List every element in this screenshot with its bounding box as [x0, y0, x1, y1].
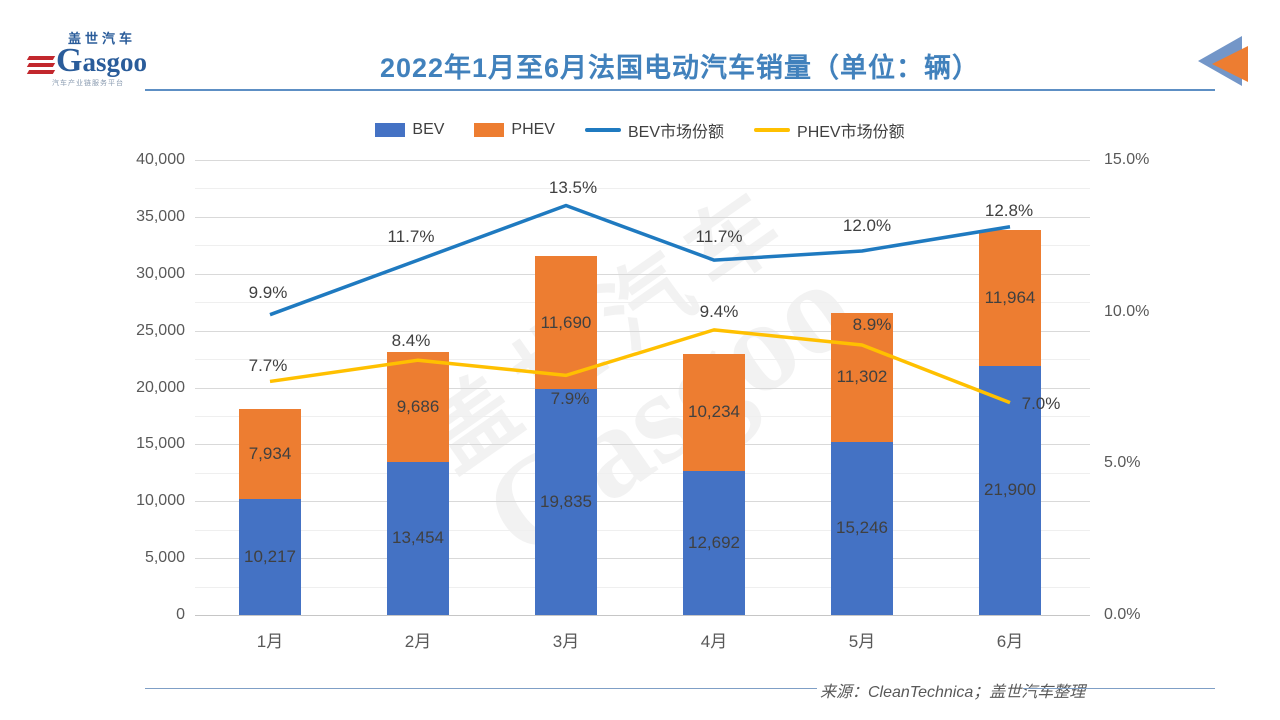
bar-value-bev: 10,217 [244, 546, 296, 566]
gridline-minor [195, 188, 1090, 190]
y-axis-tick-left: 25,000 [136, 321, 185, 339]
legend-label: PHEV [511, 121, 555, 138]
phev-share-label: 9.4% [699, 301, 739, 321]
legend-label: BEV市场份额 [627, 124, 725, 141]
legend-label: BEV [412, 121, 445, 138]
legend-label: PHEV市场份额 [797, 124, 905, 141]
gasgoo-logo-chinese: 盖世汽车 [68, 31, 137, 46]
x-axis-label: 3月 [552, 632, 580, 651]
legend-swatch-icon [474, 123, 505, 137]
y-axis-tick-right: 0.0% [1104, 606, 1141, 623]
bar-value-phev: 11,690 [540, 312, 592, 332]
gridline-major [195, 558, 1090, 560]
gridline-minor [195, 472, 1090, 474]
gridline-minor [195, 359, 1090, 361]
gridline-major [195, 444, 1090, 446]
bar-bev [683, 470, 745, 615]
gridline-major [195, 273, 1090, 275]
bar-value-phev: 7,934 [248, 443, 292, 463]
bev-share-label: 12.8% [984, 200, 1034, 220]
x-axis-label: 2月 [404, 632, 432, 651]
phev-share-label: 7.9% [550, 389, 590, 409]
title-divider [145, 89, 1215, 91]
legend-item-PHEV: PHEV [474, 121, 555, 139]
legend-swatch-icon [375, 123, 406, 137]
y-axis-tick-left: 5,000 [144, 549, 185, 567]
bev-share-label: 11.7% [387, 227, 435, 247]
y-axis-tick-left: 15,000 [136, 435, 185, 453]
bar-value-bev: 12,692 [688, 532, 740, 552]
footer-divider-left [145, 688, 817, 689]
y-axis-tick-right: 15.0% [1104, 151, 1150, 168]
bar-value-phev: 10,234 [688, 402, 740, 422]
gasgoo-logo-tagline: 汽车产业链服务平台 [52, 80, 124, 87]
legend-item-BEV: BEV [375, 121, 444, 139]
gridline-major [195, 387, 1090, 389]
x-axis-label: 6月 [996, 632, 1024, 651]
gasgoo-logo-wordmark: Gasgoo [56, 42, 147, 79]
page-title: 2022年1月至6月法国电动汽车销量（单位：辆） [379, 53, 981, 83]
corner-arrows-icon [1198, 36, 1248, 86]
bar-value-bev: 15,246 [836, 518, 888, 538]
gasgoo-logo: 盖世汽车 Gasgoo 汽车产业链服务平台 [26, 26, 148, 90]
y-axis-tick-right: 10.0% [1104, 302, 1150, 320]
y-axis-tick-left: 40,000 [136, 151, 185, 168]
gridline-minor [195, 245, 1090, 247]
x-axis-label: 5月 [848, 632, 876, 651]
phev-share-label: 8.9% [852, 315, 892, 335]
bar-phev [239, 408, 301, 499]
x-axis-line [195, 615, 1090, 616]
legend-swatch-icon [584, 128, 621, 132]
bar-bev [239, 498, 301, 615]
gridline-minor [195, 415, 1090, 417]
y-axis-tick-left: 35,000 [136, 207, 185, 225]
y-axis-tick-left: 0 [176, 606, 185, 623]
gridline-major [195, 160, 1090, 161]
legend-item-BEV市场份额: BEV市场份额 [584, 118, 725, 142]
gridline-minor [195, 302, 1090, 304]
phev-share-label: 7.7% [248, 356, 288, 376]
bar-value-bev: 21,900 [984, 480, 1036, 500]
legend-item-PHEV市场份额: PHEV市场份额 [754, 118, 905, 142]
gridline-minor [195, 586, 1090, 588]
bev-share-label: 11.7% [695, 227, 743, 247]
bev-share-label: 9.9% [248, 282, 288, 302]
phev-share-label: 8.4% [391, 331, 431, 351]
bar-bev [831, 441, 893, 615]
legend-swatch-icon [754, 128, 791, 132]
phev-share-label: 7.0% [1021, 393, 1061, 413]
y-axis-tick-left: 30,000 [136, 264, 185, 282]
bar-value-phev: 9,686 [396, 396, 440, 416]
bar-bev [387, 461, 449, 615]
x-axis-label: 1月 [256, 632, 284, 651]
bev-share-label: 12.0% [842, 216, 892, 235]
gridline-minor [195, 529, 1090, 531]
source-note: 来源：CleanTechnica；盖世汽车整理 [820, 684, 1086, 701]
chart-legend: BEV PHEV BEV市场份额 PHEV市场份额 [0, 118, 1280, 142]
gridline-major [195, 330, 1090, 332]
y-axis-tick-right: 5.0% [1104, 454, 1141, 472]
bar-bev [979, 365, 1041, 615]
phev-share-line [269, 328, 1011, 405]
gasgoo-logo-stripes-icon [26, 56, 56, 74]
bev-share-label: 13.5% [548, 177, 598, 197]
y-axis-tick-left: 10,000 [136, 492, 185, 510]
y-axis-tick-left: 20,000 [136, 378, 185, 396]
bar-value-phev: 11,964 [984, 287, 1036, 307]
footer-divider-right [1023, 688, 1215, 689]
bar-value-phev: 11,302 [836, 367, 888, 387]
x-axis-label: 4月 [700, 632, 728, 651]
bar-value-bev: 19,835 [540, 492, 592, 512]
gridline-major [195, 501, 1090, 503]
bar-bev [535, 389, 597, 615]
bar-value-bev: 13,454 [392, 528, 444, 548]
bev-share-line [269, 203, 1011, 317]
gridline-major [195, 216, 1090, 218]
